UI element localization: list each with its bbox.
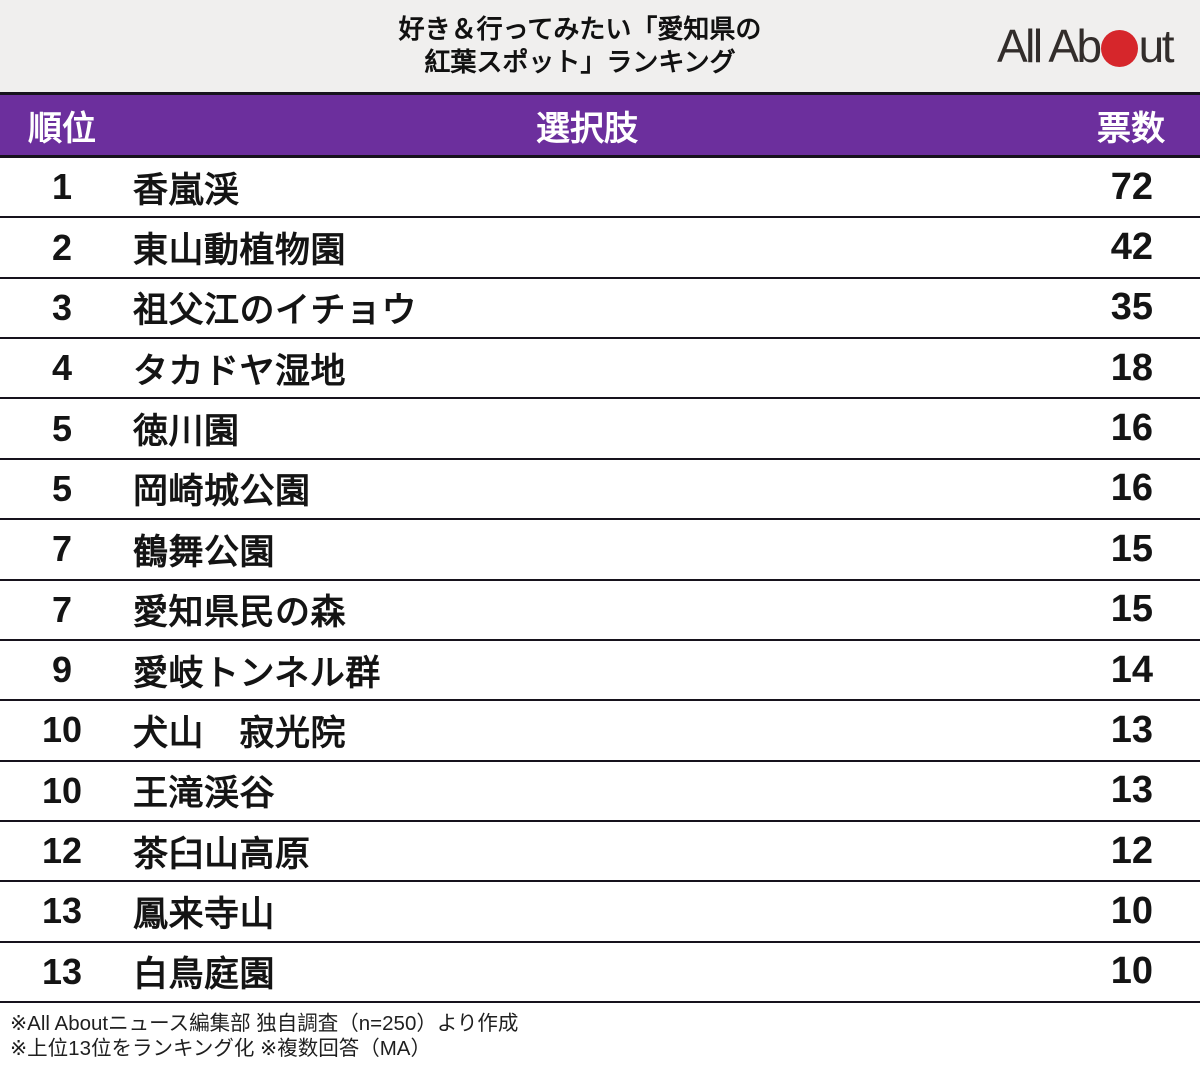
votes-cell: 16 xyxy=(1110,467,1153,510)
choice-cell: 王滝渓谷 xyxy=(133,774,276,814)
rank-cell: 10 xyxy=(41,709,83,751)
rank-cell: 13 xyxy=(41,950,83,992)
page-title-line2: 紅葉スポット」ランキング xyxy=(424,47,736,77)
rank-cell: 13 xyxy=(41,890,83,932)
votes-cell: 35 xyxy=(1110,286,1153,329)
votes-cell: 16 xyxy=(1110,407,1153,450)
logo-o-dot-icon xyxy=(1100,30,1138,67)
votes-cell: 15 xyxy=(1110,588,1153,631)
table-row: 10 犬山 寂光院 13 xyxy=(0,701,1200,762)
footer-notes: ※All Aboutニュース編集部 独自調査（n=250）より作成 ※上位13位… xyxy=(0,1003,1200,1061)
votes-cell: 42 xyxy=(1110,226,1153,269)
rank-cell: 4 xyxy=(51,347,73,389)
choice-cell: 祖父江のイチョウ xyxy=(133,291,418,331)
choice-cell: 愛岐トンネル群 xyxy=(133,653,381,693)
logo-text-right: ut xyxy=(1138,20,1175,72)
table-body: 1 香嵐渓 72 2 東山動植物園 42 3 祖父江のイチョウ 35 4 タカド… xyxy=(0,158,1200,1004)
votes-cell: 10 xyxy=(1110,950,1153,993)
table-row: 5 岡崎城公園 16 xyxy=(0,460,1200,521)
page-title: 好き＆行ってみたい「愛知県の 紅葉スポット」ランキング xyxy=(0,13,1200,79)
rank-cell: 1 xyxy=(51,166,73,208)
table-row: 13 白鳥庭園 10 xyxy=(0,943,1200,1004)
votes-cell: 10 xyxy=(1110,889,1153,932)
choice-cell: 岡崎城公園 xyxy=(133,472,311,512)
table-row: 12 茶臼山高原 12 xyxy=(0,822,1200,883)
table-row: 2 東山動植物園 42 xyxy=(0,218,1200,279)
rank-cell: 7 xyxy=(51,528,73,570)
choice-cell: 白鳥庭園 xyxy=(133,955,276,995)
allabout-logo: All Ab ut xyxy=(996,19,1175,73)
rank-cell: 7 xyxy=(51,588,73,630)
table-header-row: 順位 選択肢 票数 xyxy=(0,92,1200,158)
rank-cell: 5 xyxy=(51,407,73,449)
logo-text-left: All Ab xyxy=(996,20,1102,72)
footer-note-line2: ※上位13位をランキング化 ※複数回答（MA） xyxy=(10,1037,431,1061)
choice-cell: 茶臼山高原 xyxy=(133,834,311,874)
votes-cell: 18 xyxy=(1110,346,1153,389)
choice-cell: 愛知県民の森 xyxy=(133,593,347,633)
table-row: 4 タカドヤ湿地 18 xyxy=(0,339,1200,400)
rank-cell: 9 xyxy=(51,649,73,691)
votes-cell: 15 xyxy=(1110,527,1153,570)
table-row: 5 徳川園 16 xyxy=(0,399,1200,460)
choice-cell: 東山動植物園 xyxy=(133,231,347,271)
column-header-choice: 選択肢 xyxy=(536,109,638,148)
choice-cell: 徳川園 xyxy=(133,412,240,452)
votes-cell: 12 xyxy=(1110,829,1153,872)
table-row: 9 愛岐トンネル群 14 xyxy=(0,641,1200,702)
votes-cell: 14 xyxy=(1110,648,1153,691)
rank-cell: 5 xyxy=(51,467,73,509)
choice-cell: 鳳来寺山 xyxy=(133,894,276,934)
table-row: 7 鶴舞公園 15 xyxy=(0,520,1200,581)
footer-note-line1: ※All Aboutニュース編集部 独自調査（n=250）より作成 xyxy=(10,1012,519,1036)
choice-cell: 鶴舞公園 xyxy=(133,532,276,572)
column-header-rank: 順位 xyxy=(28,109,96,148)
rank-cell: 2 xyxy=(51,226,73,268)
votes-cell: 13 xyxy=(1110,769,1153,812)
column-header-votes: 票数 xyxy=(1097,109,1165,148)
choice-cell: タカドヤ湿地 xyxy=(133,351,347,391)
table-row: 7 愛知県民の森 15 xyxy=(0,581,1200,641)
rank-cell: 10 xyxy=(41,769,83,811)
table-row: 1 香嵐渓 72 xyxy=(0,158,1200,219)
rank-cell: 12 xyxy=(41,830,83,872)
table-row: 3 祖父江のイチョウ 35 xyxy=(0,279,1200,340)
choice-cell: 香嵐渓 xyxy=(133,170,240,210)
table-row: 13 鳳来寺山 10 xyxy=(0,882,1200,943)
choice-cell: 犬山 寂光院 xyxy=(133,713,347,753)
table-row: 10 王滝渓谷 13 xyxy=(0,762,1200,822)
page-title-line1: 好き＆行ってみたい「愛知県の xyxy=(398,14,762,44)
votes-cell: 72 xyxy=(1110,165,1153,208)
rank-cell: 3 xyxy=(51,286,73,328)
header: 好き＆行ってみたい「愛知県の 紅葉スポット」ランキング All Ab ut xyxy=(0,0,1200,92)
votes-cell: 13 xyxy=(1110,708,1153,751)
